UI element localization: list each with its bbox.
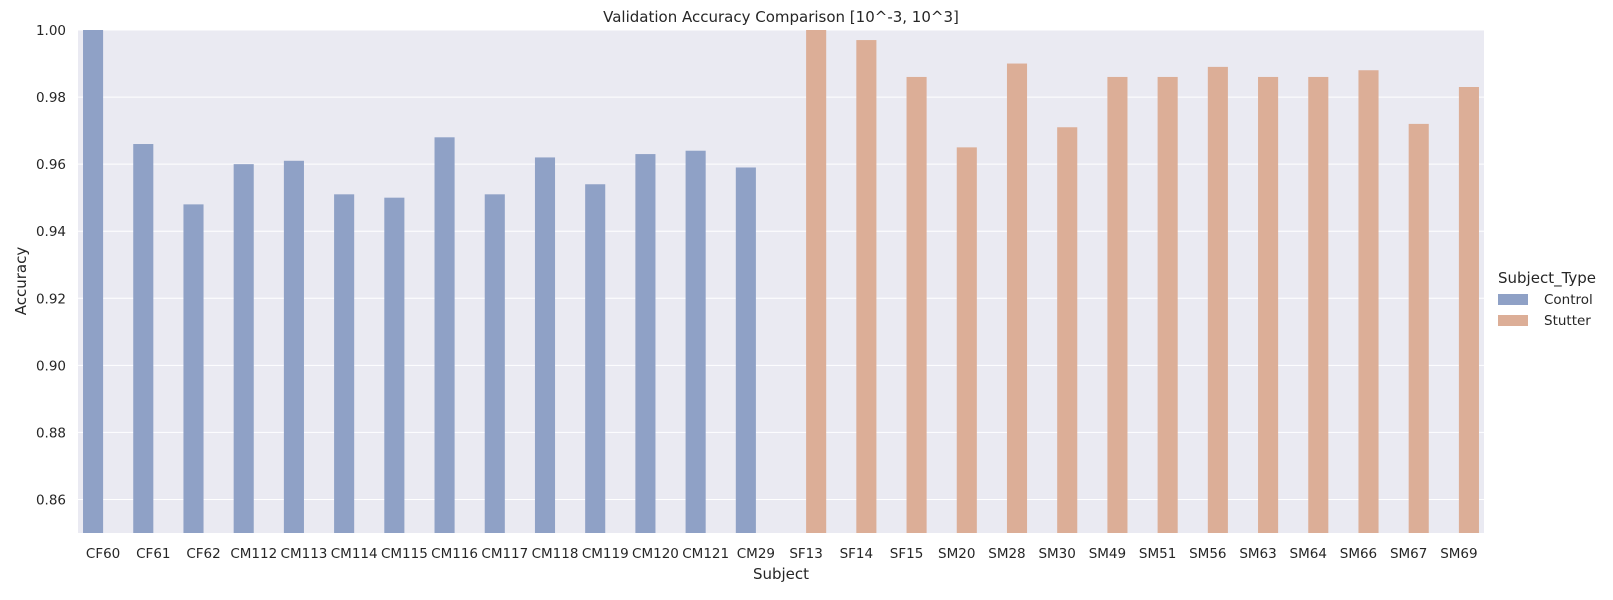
y-tick-label: 0.90: [36, 358, 66, 374]
legend: Subject_Type Control Stutter: [1498, 269, 1596, 329]
x-tick-label: SF13: [789, 546, 823, 562]
x-tick-label: CM116: [431, 546, 478, 562]
x-tick-label: CM115: [381, 546, 428, 562]
y-tick-label: 1.00: [36, 23, 66, 39]
x-tick-labels: CF60 CF61 CF62 CM112 CM113 CM114 CM115 CM116 CM1…: [86, 546, 1478, 562]
bar-control-cm117: [484, 194, 505, 533]
x-tick-label: CM114: [331, 546, 378, 562]
bar-control-cm113: [283, 160, 304, 533]
bar-stutter-sm56: [1207, 66, 1228, 534]
x-tick-label: SF15: [890, 546, 924, 562]
x-tick-label: SM67: [1390, 546, 1427, 562]
bar-control-cm121: [685, 150, 706, 533]
x-tick-label: SM64: [1290, 546, 1327, 562]
bar-stutter-sf13: [806, 30, 827, 533]
x-tick-label: CM118: [532, 546, 579, 562]
bar-stutter-sm51: [1157, 76, 1178, 534]
bar-control-cm29: [735, 167, 756, 533]
gridlines: [78, 29, 1484, 500]
bar-control-cf61: [133, 144, 154, 533]
x-tick-label: SF14: [840, 546, 874, 562]
bar-stutter-sm20: [956, 147, 977, 533]
x-axis-label: Subject: [753, 565, 809, 583]
bar-control-cf62: [183, 204, 204, 533]
y-axis-label: Accuracy: [12, 247, 30, 316]
x-tick-label: SM56: [1189, 546, 1226, 562]
x-tick-label: SM51: [1139, 546, 1176, 562]
bar-control-cm116: [434, 137, 455, 533]
bar-stutter-sf15: [906, 76, 927, 534]
legend-swatch-control: [1498, 294, 1528, 305]
x-tick-label: CF60: [86, 546, 120, 562]
bar-stutter-sm67: [1408, 123, 1429, 533]
bar-stutter-sm64: [1308, 76, 1329, 534]
x-tick-label: CF62: [186, 546, 220, 562]
bar-control-cm115: [384, 197, 405, 533]
bar-control-cm120: [635, 154, 656, 533]
legend-swatch-stutter: [1498, 315, 1528, 326]
y-tick-label: 0.98: [36, 90, 66, 106]
bars: [83, 30, 1479, 534]
legend-title: Subject_Type: [1498, 269, 1596, 288]
plot-area: [78, 30, 1484, 533]
bar-stutter-sm28: [1006, 63, 1028, 534]
y-tick-labels: 0.86 0.88 0.90 0.92 0.94 0.96 0.98 1.00: [36, 23, 66, 508]
y-tick-label: 0.86: [36, 492, 66, 508]
x-tick-label: CM112: [230, 546, 277, 562]
bar-control-cm112: [233, 164, 254, 533]
legend-label-control: Control: [1544, 292, 1593, 308]
y-tick-label: 0.96: [36, 157, 66, 173]
x-tick-label: SM69: [1440, 546, 1477, 562]
bar-stutter-sf14: [856, 40, 877, 534]
x-tick-label: CM119: [582, 546, 629, 562]
x-tick-label: CM113: [281, 546, 328, 562]
bar-control-cm114: [334, 194, 355, 533]
x-tick-label: SM49: [1089, 546, 1126, 562]
x-tick-label: SM63: [1239, 546, 1276, 562]
bar-stutter-sm66: [1358, 70, 1379, 534]
x-tick-label: SM20: [938, 546, 975, 562]
x-tick-label: CM29: [737, 546, 775, 562]
y-tick-label: 0.92: [36, 291, 66, 307]
y-tick-label: 0.94: [36, 224, 66, 240]
x-tick-label: CF61: [136, 546, 170, 562]
bar-stutter-sm63: [1258, 76, 1279, 534]
y-tick-label: 0.88: [36, 425, 66, 441]
x-tick-label: CM120: [632, 546, 679, 562]
bar-stutter-sm30: [1057, 127, 1078, 533]
legend-label-stutter: Stutter: [1544, 313, 1591, 329]
x-tick-label: CM117: [481, 546, 528, 562]
chart-title: Validation Accuracy Comparison [10^-3, 1…: [603, 8, 959, 26]
x-tick-label: SM66: [1340, 546, 1377, 562]
x-tick-label: SM28: [988, 546, 1025, 562]
x-tick-label: SM30: [1038, 546, 1075, 562]
bar-control-cm118: [534, 157, 556, 533]
bar-control-cf60: [83, 30, 104, 533]
bar-stutter-sm69: [1458, 87, 1479, 534]
bar-stutter-sm49: [1107, 76, 1128, 534]
x-tick-label: CM121: [682, 546, 729, 562]
bar-control-cm119: [585, 184, 606, 533]
